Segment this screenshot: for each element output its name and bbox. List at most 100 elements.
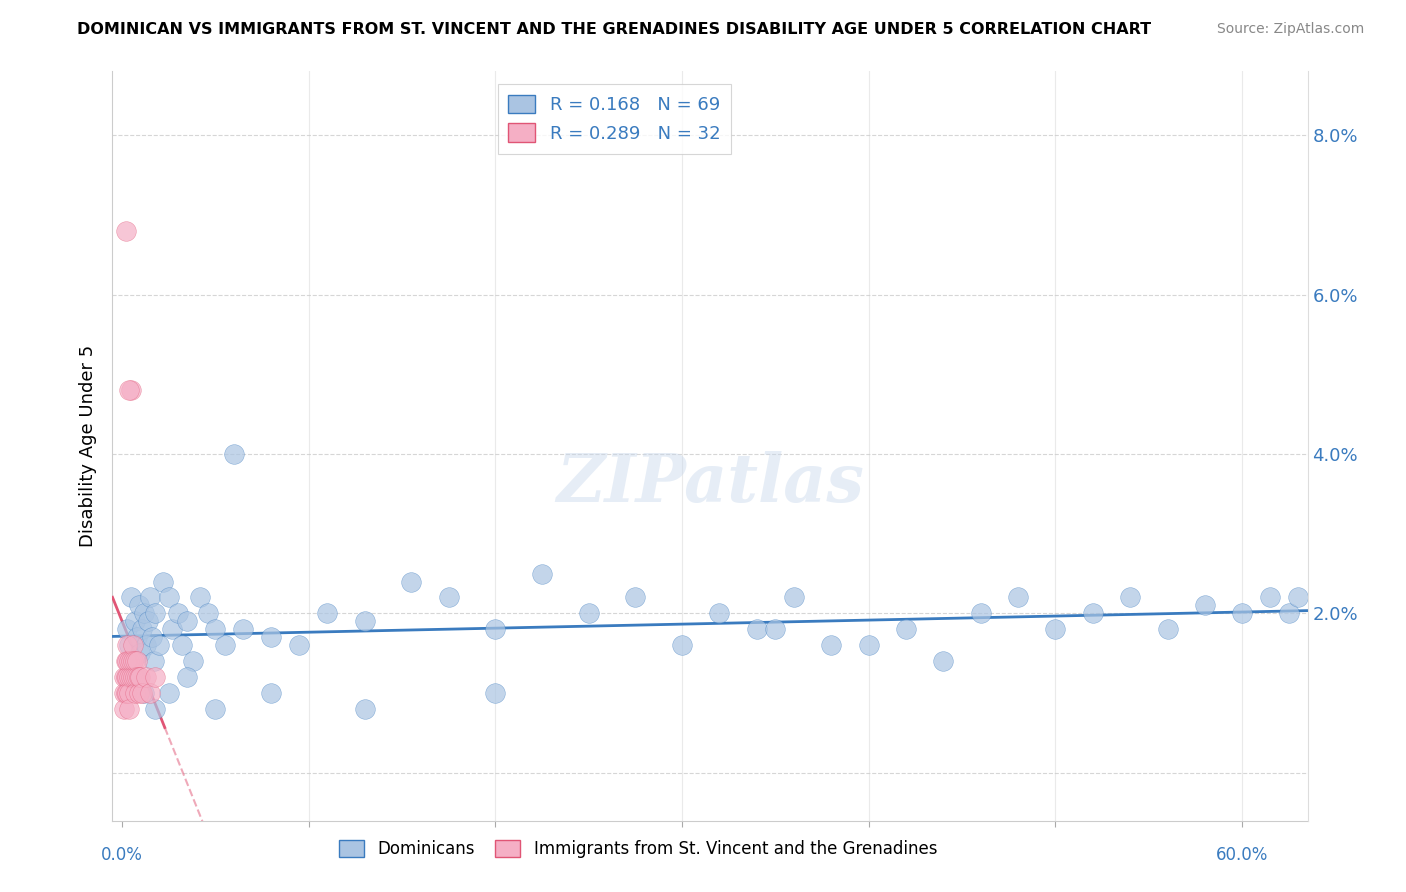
Point xyxy=(112,670,135,684)
Text: DOMINICAN VS IMMIGRANTS FROM ST. VINCENT AND THE GRENADINES DISABILITY AGE UNDER: DOMINICAN VS IMMIGRANTS FROM ST. VINCENT… xyxy=(77,22,1152,37)
Point xyxy=(114,654,136,668)
Point xyxy=(135,670,157,684)
Point xyxy=(745,623,768,637)
Point xyxy=(578,607,600,621)
Point xyxy=(260,630,283,644)
Point xyxy=(124,686,146,700)
Point xyxy=(114,670,136,684)
Point xyxy=(114,224,136,238)
Point xyxy=(1081,607,1104,621)
Point xyxy=(484,623,506,637)
Point xyxy=(204,702,226,716)
Point xyxy=(136,615,159,629)
Point xyxy=(204,623,226,637)
Point xyxy=(1258,591,1281,605)
Point xyxy=(118,654,141,668)
Point xyxy=(170,638,193,652)
Point xyxy=(118,670,141,684)
Point xyxy=(353,615,375,629)
Point xyxy=(122,654,145,668)
Point xyxy=(858,638,880,652)
Text: 60.0%: 60.0% xyxy=(1216,846,1268,863)
Point xyxy=(176,670,198,684)
Point xyxy=(820,638,842,652)
Point xyxy=(117,623,139,637)
Point xyxy=(122,638,145,652)
Point xyxy=(118,702,141,716)
Point xyxy=(131,623,153,637)
Point xyxy=(139,591,162,605)
Legend: Dominicans, Immigrants from St. Vincent and the Grenadines: Dominicans, Immigrants from St. Vincent … xyxy=(333,833,943,864)
Point xyxy=(1119,591,1142,605)
Point xyxy=(129,670,152,684)
Point xyxy=(122,670,145,684)
Point xyxy=(125,654,148,668)
Point xyxy=(117,654,139,668)
Point xyxy=(118,638,141,652)
Point xyxy=(484,686,506,700)
Point xyxy=(783,591,806,605)
Point xyxy=(117,670,139,684)
Point xyxy=(1194,599,1216,613)
Point xyxy=(120,670,142,684)
Point xyxy=(188,591,211,605)
Point xyxy=(112,702,135,716)
Point xyxy=(131,686,153,700)
Text: 0.0%: 0.0% xyxy=(101,846,143,863)
Point xyxy=(1286,591,1309,605)
Point xyxy=(197,607,219,621)
Point xyxy=(1045,623,1067,637)
Point xyxy=(530,566,553,581)
Point xyxy=(112,686,135,700)
Point xyxy=(152,574,174,589)
Point xyxy=(125,670,148,684)
Point xyxy=(118,686,141,700)
Point xyxy=(970,607,993,621)
Text: ZIPatlas: ZIPatlas xyxy=(557,451,863,516)
Point xyxy=(145,702,167,716)
Point xyxy=(124,654,146,668)
Point xyxy=(709,607,731,621)
Y-axis label: Disability Age Under 5: Disability Age Under 5 xyxy=(79,345,97,547)
Point xyxy=(117,638,139,652)
Point xyxy=(129,646,152,660)
Point xyxy=(316,607,339,621)
Point xyxy=(114,686,136,700)
Point xyxy=(120,383,142,397)
Point xyxy=(118,383,141,397)
Point xyxy=(1156,623,1178,637)
Point xyxy=(222,447,245,461)
Point xyxy=(181,654,204,668)
Point xyxy=(124,615,146,629)
Text: Source: ZipAtlas.com: Source: ZipAtlas.com xyxy=(1216,22,1364,37)
Point xyxy=(214,638,236,652)
Point xyxy=(135,638,157,652)
Point xyxy=(145,670,167,684)
Point xyxy=(1278,607,1301,621)
Point xyxy=(120,591,142,605)
Point xyxy=(139,686,162,700)
Point xyxy=(148,638,170,652)
Point xyxy=(671,638,693,652)
Point xyxy=(141,630,163,644)
Point xyxy=(128,686,150,700)
Point xyxy=(162,623,183,637)
Point xyxy=(353,702,375,716)
Point xyxy=(134,686,156,700)
Point xyxy=(128,599,150,613)
Point xyxy=(128,670,150,684)
Point xyxy=(401,574,423,589)
Point xyxy=(157,591,180,605)
Point xyxy=(176,615,198,629)
Point xyxy=(894,623,917,637)
Point xyxy=(145,607,167,621)
Point xyxy=(122,654,145,668)
Point xyxy=(932,654,955,668)
Point xyxy=(1007,591,1029,605)
Point xyxy=(117,686,139,700)
Point xyxy=(142,654,165,668)
Point xyxy=(125,630,148,644)
Point xyxy=(624,591,647,605)
Point xyxy=(134,607,156,621)
Point xyxy=(1232,607,1254,621)
